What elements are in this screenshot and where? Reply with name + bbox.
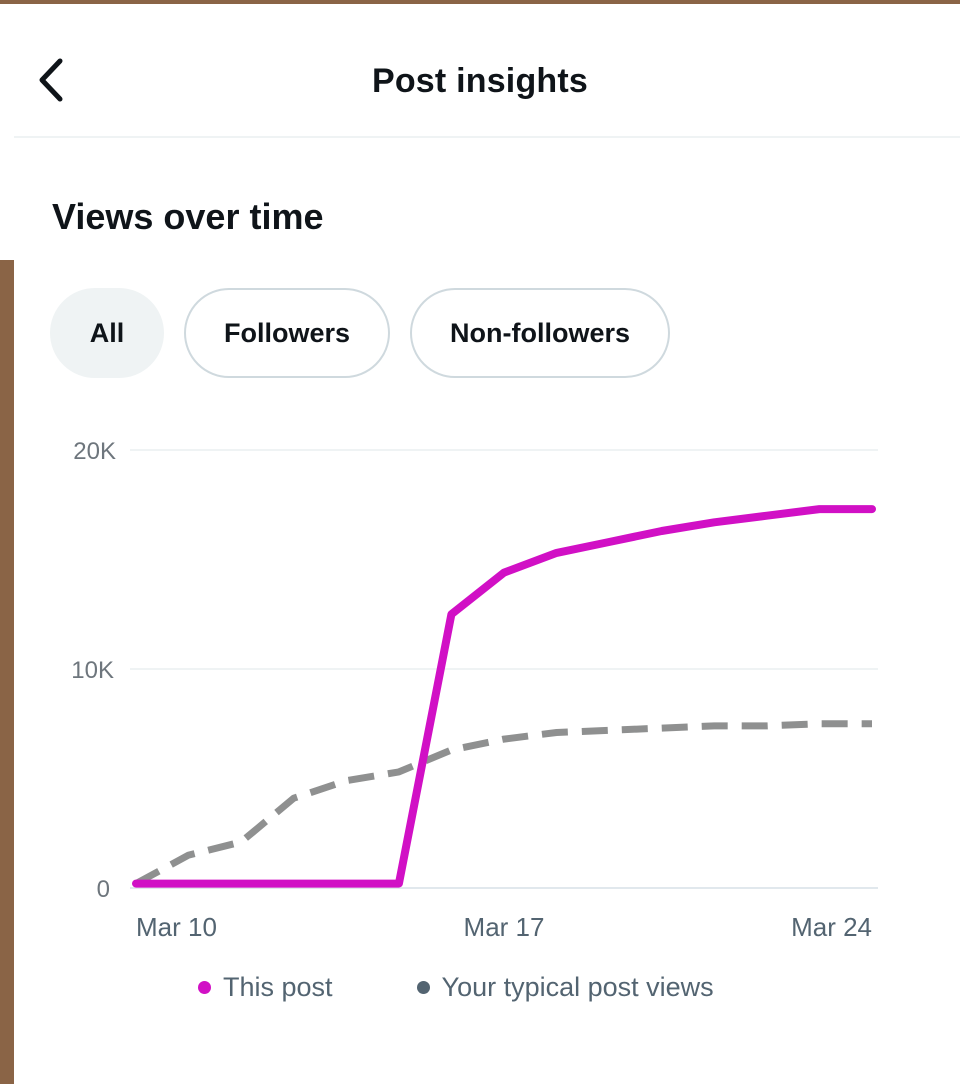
window-edge bbox=[0, 0, 960, 4]
legend-dot-icon bbox=[198, 981, 211, 994]
legend-dot-icon bbox=[416, 981, 430, 994]
x-tick-label: Mar 17 bbox=[464, 912, 545, 942]
y-tick-label: 0 bbox=[97, 876, 110, 903]
audience-filter: All Followers Non-followers bbox=[50, 288, 671, 380]
legend-label: Your typical post views bbox=[441, 972, 714, 1002]
legend-item-this-post: This post bbox=[198, 972, 333, 1003]
back-button[interactable] bbox=[28, 52, 76, 108]
section-title: Views over time bbox=[52, 196, 324, 237]
y-tick-label: 20K bbox=[73, 438, 116, 465]
filter-chip-followers[interactable]: Followers bbox=[184, 288, 391, 378]
legend-label: This post bbox=[223, 972, 333, 1002]
filter-chip-non-followers[interactable]: Non-followers bbox=[410, 288, 671, 378]
chart-legend: This post Your typical post views bbox=[198, 972, 714, 1003]
series-line-this-post bbox=[132, 505, 876, 888]
x-tick-label: Mar 10 bbox=[136, 912, 217, 942]
header-panel bbox=[0, 4, 960, 260]
chevron-left-icon bbox=[39, 58, 63, 102]
legend-item-typical: Your typical post views bbox=[416, 972, 714, 1003]
x-tick-label: Mar 24 bbox=[791, 912, 872, 942]
filter-chip-all[interactable]: All bbox=[50, 288, 164, 378]
series-line-typical-views bbox=[134, 720, 872, 887]
y-tick-label: 10K bbox=[71, 657, 114, 684]
header-divider bbox=[14, 136, 960, 138]
page-title: Post insights bbox=[371, 62, 589, 100]
